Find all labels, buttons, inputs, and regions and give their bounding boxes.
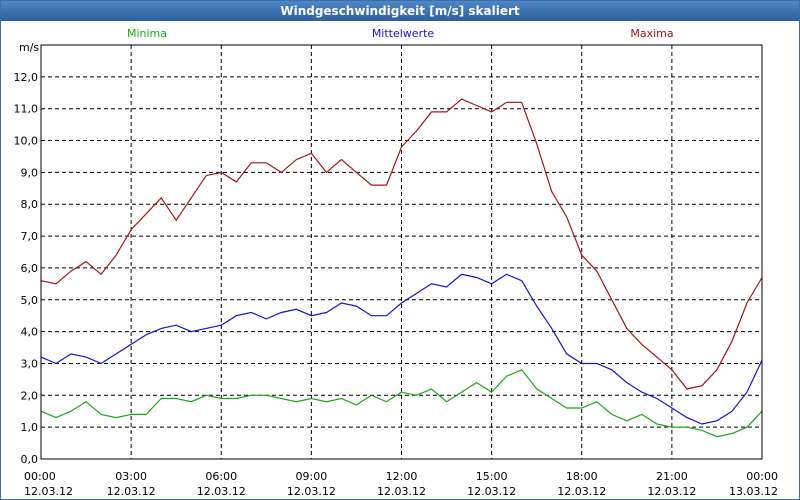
x-tick-time: 00:00 — [24, 470, 56, 483]
window-title: Windgeschwindigkeit [m/s] skaliert — [1, 1, 799, 21]
y-tick-label: 12,0 — [14, 71, 39, 84]
legend-mittelwerte: Mittelwerte — [372, 27, 435, 40]
x-tick-date: 12.03.12 — [287, 485, 336, 498]
y-tick-label: 7,0 — [21, 230, 39, 243]
mittelwerte-line — [40, 273, 763, 425]
x-tick-time: 03:00 — [115, 470, 147, 483]
y-tick-label: 2,0 — [21, 389, 39, 402]
y-tick-label: 11,0 — [14, 103, 39, 116]
y-tick-label: 1,0 — [21, 421, 39, 434]
series-lines — [40, 98, 763, 438]
x-tick-date: 12.03.12 — [197, 485, 246, 498]
x-tick-date: 12.03.12 — [467, 485, 516, 498]
legend-maxima: Maxima — [630, 27, 673, 40]
x-tick-time: 06:00 — [205, 470, 237, 483]
y-tick-label: 4,0 — [21, 326, 39, 339]
x-tick-date: 12.03.12 — [377, 485, 426, 498]
y-tick-label: 9,0 — [21, 166, 39, 179]
x-tick-date: 13.03.12 — [729, 485, 778, 498]
y-tick-label: 3,0 — [21, 357, 39, 370]
plot-frame — [40, 44, 763, 460]
y-tick-label: 0,0 — [21, 453, 39, 466]
maxima-line — [40, 98, 763, 390]
y-axis-unit-label: m/s — [19, 41, 39, 54]
x-tick-date: 12.03.12 — [647, 485, 696, 498]
legend-minima: Minima — [127, 27, 167, 40]
y-tick-label: 8,0 — [21, 198, 39, 211]
x-tick-time: 12:00 — [386, 470, 418, 483]
x-tick-time: 18:00 — [566, 470, 598, 483]
y-tick-label: 5,0 — [21, 294, 39, 307]
y-tick-label: 10,0 — [14, 135, 39, 148]
x-tick-time: 00:00 — [746, 470, 778, 483]
x-tick-date: 12.03.12 — [557, 485, 606, 498]
minima-line — [40, 369, 763, 438]
x-tick-time: 09:00 — [296, 470, 328, 483]
y-tick-label: 6,0 — [21, 262, 39, 275]
x-tick-date: 12.03.12 — [107, 485, 156, 498]
x-tick-date: 12.03.12 — [24, 485, 73, 498]
axes: 0,0 1,0 2,0 3,0 4,0 5,0 6,0 7,0 8,0 9,0 10,0 11,0 12… — [14, 44, 778, 498]
x-tick-time: 21:00 — [656, 470, 688, 483]
x-tick-time: 15:00 — [476, 470, 508, 483]
